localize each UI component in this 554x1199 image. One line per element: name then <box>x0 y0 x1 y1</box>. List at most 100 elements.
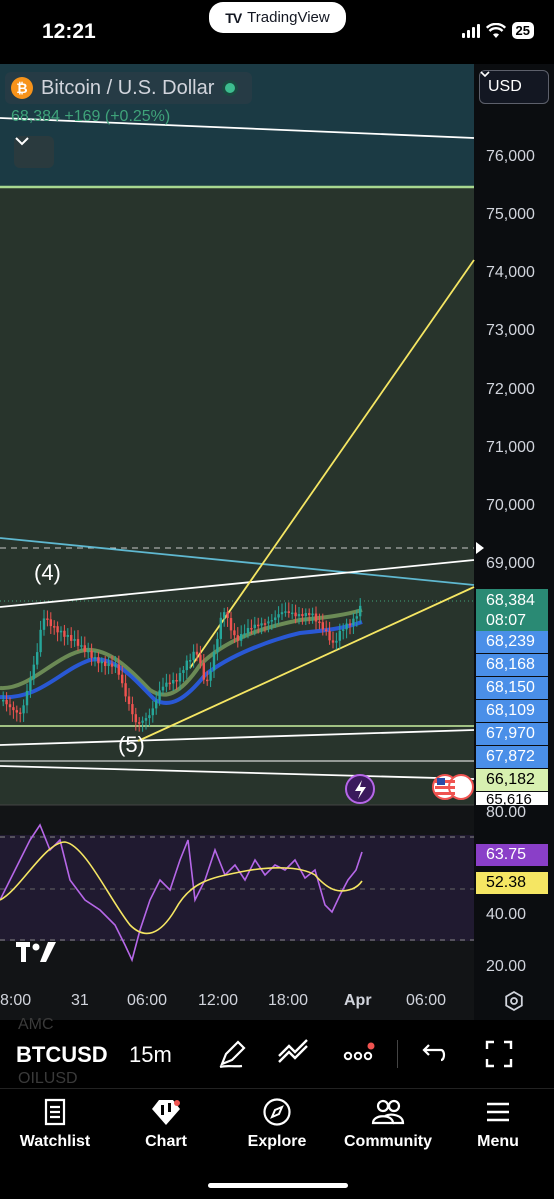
fullscreen-icon[interactable] <box>479 1034 519 1074</box>
candle-body <box>206 679 209 682</box>
candle-body <box>178 672 182 682</box>
candle-body <box>342 629 345 631</box>
chart-icon <box>152 1100 180 1125</box>
main-pane-bg <box>0 187 474 805</box>
nav-menu[interactable]: Menu <box>443 1097 553 1151</box>
candle-body <box>148 715 151 719</box>
candle-body <box>158 690 161 701</box>
time-axis-label: 12:00 <box>198 992 239 1009</box>
chevron-down-icon <box>480 71 490 78</box>
candle-body <box>76 639 80 646</box>
drawing-pen-icon[interactable] <box>212 1034 252 1074</box>
candle-body <box>141 720 144 723</box>
candle-body <box>304 613 307 617</box>
candle-body <box>127 696 131 705</box>
candle-body <box>42 618 46 630</box>
candle-body <box>114 664 117 667</box>
yellow-channel-upper <box>189 259 475 669</box>
chart-canvas[interactable] <box>0 64 554 1020</box>
nav-chart[interactable]: Chart <box>111 1097 221 1151</box>
candle-body <box>260 623 263 626</box>
status-icons: 25 <box>461 22 534 39</box>
last-price: 68,384 <box>486 592 535 609</box>
candle-body <box>297 614 301 617</box>
chart-area[interactable]: ₿ Bitcoin / U.S. Dollar 68,384 +169 (+0.… <box>0 64 554 1020</box>
compass-icon <box>263 1098 291 1126</box>
rsi-ma-tag: 52.38 <box>476 872 548 894</box>
candle-body <box>66 635 69 637</box>
candle-body <box>121 674 124 684</box>
home-indicator <box>208 1183 348 1188</box>
candle-body <box>182 670 185 673</box>
price-axis-label: 73,000 <box>486 322 535 339</box>
status-bar: 12:21 TV TradingView 25 <box>0 0 554 64</box>
symbol-search-button[interactable]: BTCUSD <box>16 1042 108 1067</box>
candle-body <box>263 623 267 625</box>
candle-body <box>155 700 158 709</box>
collapse-legend-button[interactable] <box>14 136 54 168</box>
currency-selector[interactable]: USD <box>479 70 549 104</box>
candlesticks <box>2 598 362 732</box>
battery-icon: 25 <box>511 22 534 39</box>
candle-body <box>151 708 154 716</box>
indicators-icon[interactable] <box>273 1034 313 1074</box>
candle-body <box>100 661 103 664</box>
time-axis-label: 8:00 <box>0 992 32 1009</box>
candle-body <box>73 639 76 641</box>
candle-body <box>175 680 178 682</box>
candle-body <box>2 699 5 702</box>
interval-button[interactable]: 15m <box>129 1042 172 1067</box>
nav-watchlist[interactable]: Watchlist <box>0 1097 110 1151</box>
candle-body <box>355 616 358 619</box>
symbol-header[interactable]: ₿ Bitcoin / U.S. Dollar <box>5 72 253 104</box>
candle-body <box>36 652 39 665</box>
candle-body <box>189 660 192 662</box>
bar-countdown: 08:07 <box>486 612 527 629</box>
more-options-icon[interactable] <box>338 1034 378 1074</box>
cellular-signal-icon <box>461 23 480 38</box>
candle-body <box>308 613 311 616</box>
nav-community[interactable]: Community <box>333 1097 443 1151</box>
market-status-icon <box>222 80 239 96</box>
nav-explore[interactable]: Explore <box>222 1097 332 1151</box>
candle-body <box>185 660 188 671</box>
trendline-cyan <box>0 537 475 586</box>
time-axis-label: 18:00 <box>268 992 309 1009</box>
undo-icon[interactable] <box>413 1034 453 1074</box>
chart-toolbar: AMC BTCUSD OILUSD 15m <box>0 1016 554 1088</box>
ma-tag: 68,239 <box>476 631 548 653</box>
candle-body <box>29 679 32 691</box>
candle-body <box>104 661 107 667</box>
candle-body <box>202 663 205 680</box>
candle-body <box>318 621 321 624</box>
candle-body <box>284 611 287 613</box>
candle-body <box>8 704 12 708</box>
candle-body <box>195 651 199 655</box>
candle-body <box>110 663 114 667</box>
rsi-value-tag: 63.75 <box>476 844 548 866</box>
candle-body <box>131 704 134 715</box>
price-axis-label: 69,000 <box>486 555 535 572</box>
bottom-navigation: Watchlist Chart Explore Community Menu <box>0 1088 554 1199</box>
candle-body <box>226 612 229 619</box>
tradingview-pill[interactable]: TV TradingView <box>209 2 346 33</box>
candle-body <box>209 670 212 681</box>
bitcoin-icon: ₿ <box>11 77 33 99</box>
nav-community-label: Community <box>344 1133 432 1150</box>
ma-tag: 68,150 <box>476 677 548 699</box>
yellow-channel-lower <box>137 586 475 742</box>
price-axis-label: 76,000 <box>486 148 535 165</box>
chart-settings-gear-icon[interactable] <box>503 990 525 1012</box>
wave-5-label: (5) <box>118 732 145 757</box>
candle-body <box>267 621 270 624</box>
price-axis-label: 70,000 <box>486 497 535 514</box>
candle-body <box>144 718 148 721</box>
rsi-band <box>0 835 474 941</box>
nav-explore-label: Explore <box>247 1133 307 1150</box>
candle-body <box>93 657 97 659</box>
candle-body <box>107 663 110 667</box>
time-axis-label: 06:00 <box>406 992 447 1009</box>
candle-body <box>53 626 56 628</box>
candle-body <box>80 645 83 647</box>
candle-body <box>70 635 73 641</box>
